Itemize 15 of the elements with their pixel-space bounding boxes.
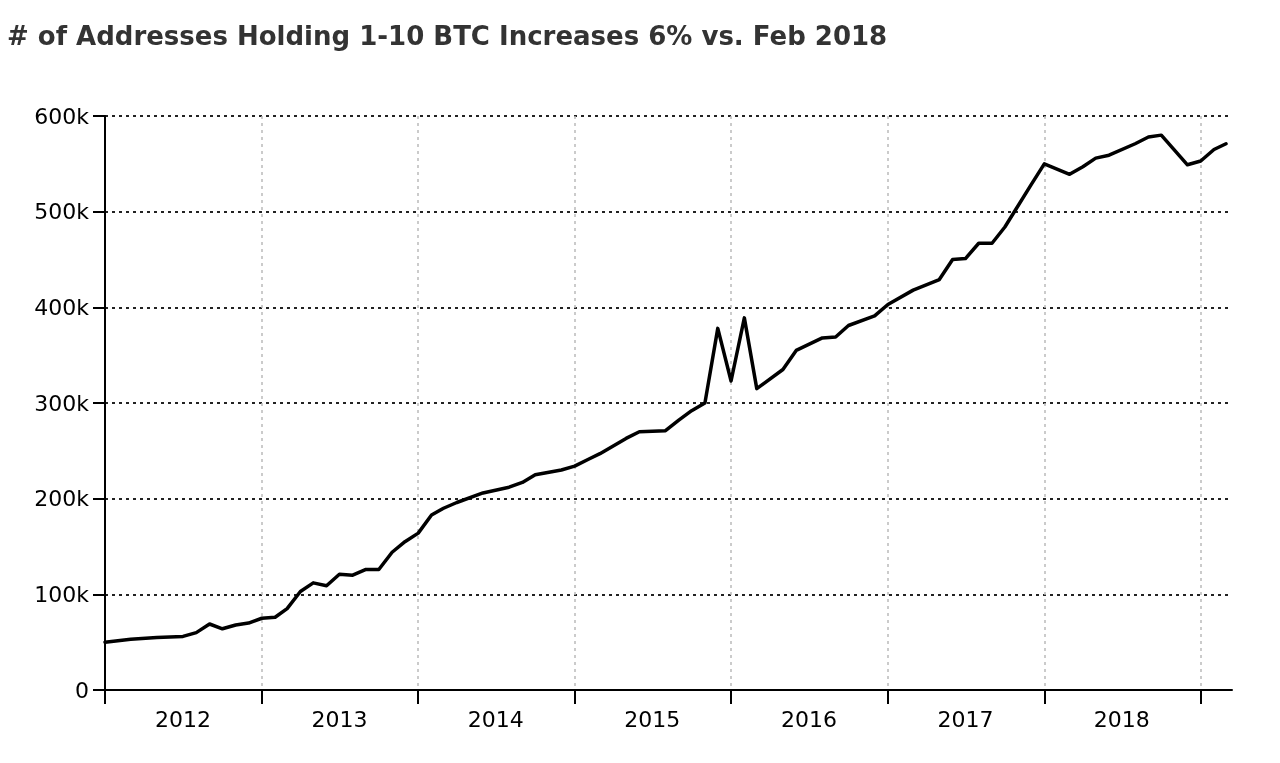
y-tick-label: 600k [34,103,90,129]
x-tick-label: 2016 [781,706,838,732]
y-tick-label: 0 [75,677,89,703]
y-tick-label: 500k [34,199,90,225]
y-tick-label: 200k [34,486,90,512]
x-tick-label: 2018 [1093,706,1150,732]
chart-title: # of Addresses Holding 1-10 BTC Increases 6% vs. Feb 2018 [7,21,888,51]
y-tick-label: 100k [34,581,90,607]
y-tick-label: 300k [34,390,90,416]
x-tick-label: 2014 [467,706,524,732]
y-tick-label: 400k [34,294,90,320]
x-tick-label: 2013 [311,706,368,732]
x-tick-label: 2012 [154,706,211,732]
x-tick-label: 2017 [937,706,994,732]
x-tick-label: 2015 [624,706,681,732]
